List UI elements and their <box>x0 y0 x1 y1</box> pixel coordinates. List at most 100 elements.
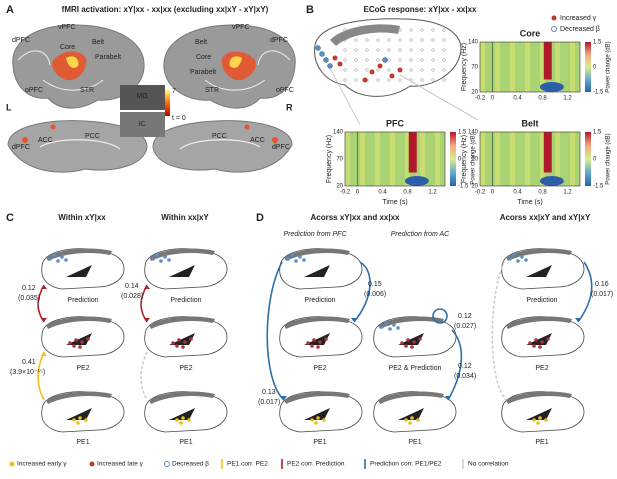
small-brain <box>41 391 125 433</box>
electrode <box>398 28 402 32</box>
legend-dot <box>89 461 95 467</box>
electrode <box>343 48 347 52</box>
dot-yellow <box>314 421 318 425</box>
region-label: Core <box>196 54 211 61</box>
dot-blue <box>380 325 384 329</box>
heatmap-cell <box>480 132 485 186</box>
electrode <box>409 48 413 52</box>
electrode <box>387 78 391 82</box>
column-title: Within xx|xY <box>161 213 209 222</box>
stage-label: PE2 & Prediction <box>389 365 442 372</box>
dot-red <box>532 344 536 348</box>
heatmap-frame <box>479 41 581 93</box>
electrode <box>365 28 369 32</box>
electrode <box>442 78 446 82</box>
gamma-blob <box>408 132 417 173</box>
heatmap-cell <box>575 42 580 92</box>
colorbar-tick: 0 <box>593 157 597 163</box>
corr-arrow <box>37 284 45 323</box>
heatmap-cell <box>345 132 350 186</box>
connector <box>399 74 479 121</box>
heatmap-cell <box>360 132 365 186</box>
heatmap-cell <box>380 132 385 186</box>
gamma-blob <box>543 132 552 173</box>
inflated-brain <box>314 18 462 97</box>
electrode <box>387 58 391 62</box>
electrode <box>387 68 391 72</box>
electrode <box>387 48 391 52</box>
stage-label: PE2 <box>535 365 548 372</box>
small-brain <box>501 316 585 358</box>
colorbar-tick: -1.5 <box>593 184 604 190</box>
electrode <box>398 58 402 62</box>
legend-text: Increased early γ <box>17 461 67 468</box>
stage-label: Prediction <box>170 297 201 304</box>
small-brain <box>41 248 125 290</box>
sulcus <box>66 265 92 277</box>
heatmap-frame <box>344 131 446 187</box>
electrode <box>343 68 347 72</box>
legend-text: No correlation <box>468 461 509 468</box>
dot-yellow <box>538 416 542 420</box>
legend-text: Decreased β <box>172 461 209 468</box>
sulcus <box>66 333 92 345</box>
column-subtitle: Prediction from AC <box>391 231 450 238</box>
self-loop <box>432 308 448 324</box>
y-tick-label: 140 <box>333 130 344 136</box>
x-axis-label: Time (s) <box>517 199 542 206</box>
corr-value: 0.15 <box>368 281 382 288</box>
electrode <box>431 28 435 32</box>
x-tick-label: -0.2 <box>475 190 486 196</box>
heatmap-cell <box>495 42 500 92</box>
corr-arrow <box>353 261 371 323</box>
small-brain <box>144 391 228 433</box>
electrode <box>420 38 424 42</box>
electrode <box>442 48 446 52</box>
legend-text: Increased late γ <box>97 461 144 468</box>
brain-outline <box>373 391 457 433</box>
electrode <box>431 78 435 82</box>
electrode <box>398 78 402 82</box>
dot-red <box>316 345 320 349</box>
heatmap-cell <box>485 42 490 92</box>
inset-label: IC <box>139 121 146 128</box>
arrow-head <box>575 318 581 322</box>
heatmap-cell <box>415 132 420 186</box>
x-tick-label: 0.8 <box>403 190 412 196</box>
dot-yellow <box>179 421 183 425</box>
dot-yellow <box>408 421 412 425</box>
activation <box>22 137 28 143</box>
dot-blue <box>294 259 298 263</box>
heatmap-cell <box>560 42 565 92</box>
corr-value: 0.41 <box>22 359 36 366</box>
y-tick-label: 20 <box>471 184 478 190</box>
colorbar-tick: 1.5 <box>593 40 602 46</box>
brain-outline <box>41 316 125 358</box>
region-label: dPFC <box>12 37 30 44</box>
dot-red <box>406 338 410 342</box>
brain-band <box>46 391 112 404</box>
legend-text: Increased γ <box>560 15 597 22</box>
activation <box>272 137 278 143</box>
region-label: ACC <box>250 137 265 144</box>
electrode-gamma <box>332 55 338 61</box>
dot-red <box>78 345 82 349</box>
colorbar-tick: -1.5 <box>458 184 469 190</box>
electrode-beta <box>382 57 388 63</box>
corr-p: (0.034) <box>454 373 476 380</box>
corr-arrow <box>447 329 463 401</box>
electrode <box>365 48 369 52</box>
heatmap-cell <box>405 132 410 186</box>
dot-red <box>306 341 310 345</box>
x-tick-label: 0 <box>491 190 495 196</box>
dot-red <box>540 340 544 344</box>
x-tick-label: 0 <box>491 96 495 102</box>
electrode <box>398 38 402 42</box>
y-axis-label: Frequency (Hz) <box>461 135 468 183</box>
x-tick-label: 1.2 <box>563 190 572 196</box>
sulcus <box>398 408 424 420</box>
heatmap-cell <box>535 42 540 92</box>
y-tick-label: 70 <box>471 65 478 71</box>
colorbar <box>585 132 591 186</box>
heatmap-cell <box>390 132 395 186</box>
